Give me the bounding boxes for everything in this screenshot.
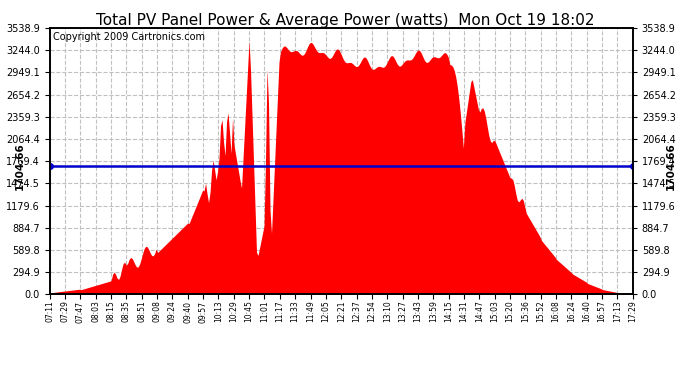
Text: Copyright 2009 Cartronics.com: Copyright 2009 Cartronics.com (52, 32, 205, 42)
Text: 1704.66: 1704.66 (666, 142, 676, 190)
Text: Total PV Panel Power & Average Power (watts)  Mon Oct 19 18:02: Total PV Panel Power & Average Power (wa… (96, 13, 594, 28)
Text: 1704.66: 1704.66 (14, 142, 24, 190)
